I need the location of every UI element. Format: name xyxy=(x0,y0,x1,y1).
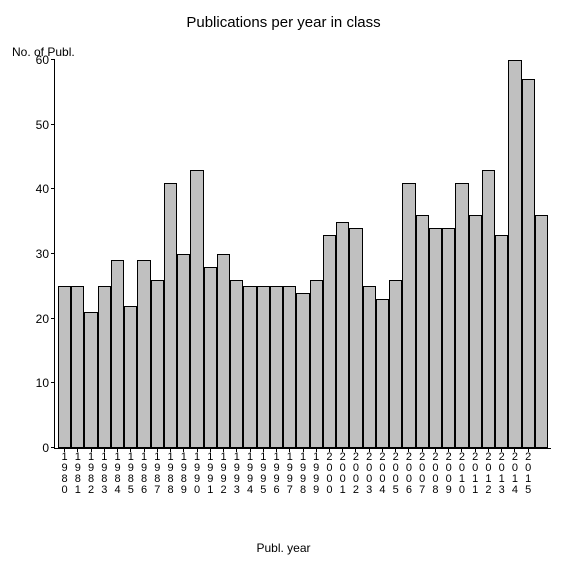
xtick-label: 2 0 1 1 xyxy=(471,448,479,496)
bar xyxy=(336,222,349,448)
ytick-label: 30 xyxy=(36,247,55,261)
xtick-label: 2 0 0 9 xyxy=(445,448,453,496)
ytick-mark xyxy=(51,447,55,448)
ytick-label: 40 xyxy=(36,182,55,196)
plot-area: 01020304050601 9 8 01 9 8 11 9 8 21 9 8 … xyxy=(54,60,551,449)
bar xyxy=(111,260,124,448)
bar xyxy=(455,183,468,448)
bar xyxy=(98,286,111,448)
xtick-label: 1 9 8 8 xyxy=(167,448,175,496)
xtick-label: 1 9 9 1 xyxy=(206,448,214,496)
x-axis-title: Publ. year xyxy=(0,541,567,555)
bar xyxy=(495,235,508,448)
bar xyxy=(124,306,137,448)
bar xyxy=(71,286,84,448)
ytick-label: 60 xyxy=(36,53,55,67)
chart-title: Publications per year in class xyxy=(0,14,567,31)
bar xyxy=(270,286,283,448)
bar xyxy=(190,170,203,448)
bar xyxy=(230,280,243,448)
xtick-label: 1 9 9 7 xyxy=(286,448,294,496)
chart-container: Publications per year in class No. of Pu… xyxy=(0,0,567,567)
xtick-label: 2 0 1 0 xyxy=(458,448,466,496)
bar xyxy=(402,183,415,448)
bar xyxy=(296,293,309,448)
ytick-mark xyxy=(51,188,55,189)
xtick-label: 2 0 0 1 xyxy=(339,448,347,496)
ytick-mark xyxy=(51,124,55,125)
bar xyxy=(137,260,150,448)
bar xyxy=(416,215,429,448)
bar xyxy=(508,60,521,448)
xtick-label: 1 9 8 6 xyxy=(140,448,148,496)
xtick-label: 1 9 8 0 xyxy=(61,448,69,496)
xtick-label: 2 0 0 8 xyxy=(431,448,439,496)
xtick-label: 1 9 9 0 xyxy=(193,448,201,496)
xtick-label: 1 9 8 5 xyxy=(127,448,135,496)
xtick-label: 2 0 0 5 xyxy=(392,448,400,496)
xtick-label: 1 9 9 9 xyxy=(312,448,320,496)
xtick-label: 2 0 0 7 xyxy=(418,448,426,496)
bar xyxy=(257,286,270,448)
ytick-label: 20 xyxy=(36,312,55,326)
bar xyxy=(58,286,71,448)
bar xyxy=(243,286,256,448)
ytick-label: 50 xyxy=(36,118,55,132)
bar xyxy=(84,312,97,448)
xtick-label: 1 9 9 6 xyxy=(273,448,281,496)
xtick-label: 2 0 0 4 xyxy=(378,448,386,496)
xtick-label: 1 9 8 9 xyxy=(180,448,188,496)
ytick-mark xyxy=(51,318,55,319)
bar xyxy=(469,215,482,448)
bar xyxy=(177,254,190,448)
bar xyxy=(323,235,336,448)
xtick-label: 1 9 8 3 xyxy=(100,448,108,496)
xtick-label: 2 0 0 2 xyxy=(352,448,360,496)
xtick-label: 1 9 8 1 xyxy=(74,448,82,496)
xtick-label: 1 9 8 4 xyxy=(114,448,122,496)
xtick-label: 1 9 9 3 xyxy=(233,448,241,496)
bar xyxy=(204,267,217,448)
bar xyxy=(442,228,455,448)
bar xyxy=(217,254,230,448)
xtick-label: 2 0 1 5 xyxy=(524,448,532,496)
bar xyxy=(429,228,442,448)
xtick-label: 2 0 1 2 xyxy=(484,448,492,496)
xtick-label: 1 9 8 7 xyxy=(153,448,161,496)
bar xyxy=(376,299,389,448)
bar xyxy=(151,280,164,448)
bar xyxy=(349,228,362,448)
xtick-label: 1 9 9 2 xyxy=(220,448,228,496)
ytick-label: 0 xyxy=(42,441,55,455)
bar xyxy=(522,79,535,448)
xtick-label: 2 0 1 3 xyxy=(498,448,506,496)
bar xyxy=(482,170,495,448)
xtick-label: 1 9 9 4 xyxy=(246,448,254,496)
bar xyxy=(535,215,548,448)
xtick-label: 2 0 1 4 xyxy=(511,448,519,496)
bar xyxy=(283,286,296,448)
xtick-label: 1 9 9 5 xyxy=(259,448,267,496)
bar xyxy=(363,286,376,448)
bar xyxy=(164,183,177,448)
ytick-mark xyxy=(51,59,55,60)
bar xyxy=(389,280,402,448)
xtick-label: 2 0 0 3 xyxy=(365,448,373,496)
xtick-label: 2 0 0 6 xyxy=(405,448,413,496)
xtick-label: 1 9 8 2 xyxy=(87,448,95,496)
ytick-mark xyxy=(51,382,55,383)
xtick-label: 1 9 9 8 xyxy=(299,448,307,496)
bar xyxy=(310,280,323,448)
ytick-label: 10 xyxy=(36,376,55,390)
ytick-mark xyxy=(51,253,55,254)
xtick-label: 2 0 0 0 xyxy=(325,448,333,496)
